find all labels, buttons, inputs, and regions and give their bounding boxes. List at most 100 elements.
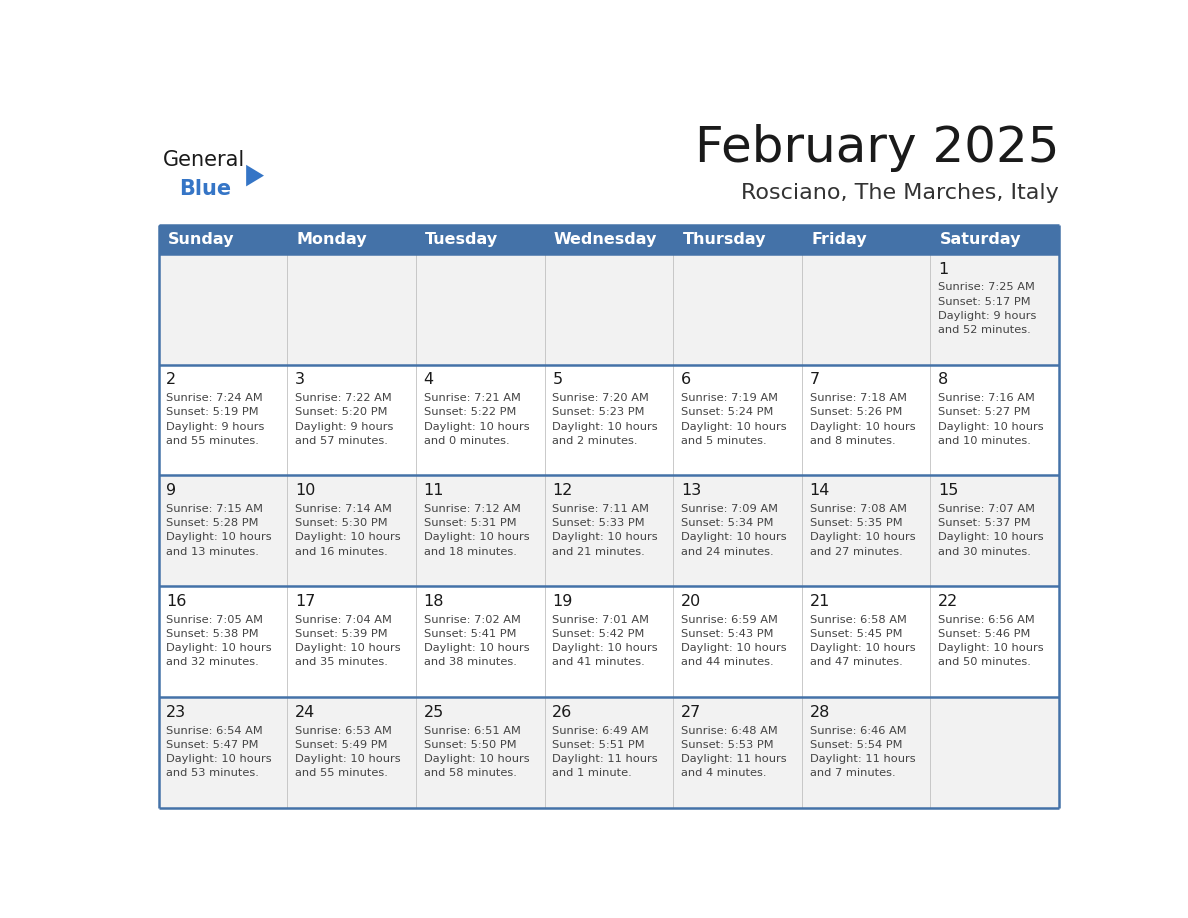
Text: 11: 11: [424, 483, 444, 498]
Text: 3: 3: [295, 373, 305, 387]
Text: Sunrise: 7:04 AM: Sunrise: 7:04 AM: [295, 615, 392, 625]
Text: Sunrise: 7:24 AM: Sunrise: 7:24 AM: [166, 393, 263, 403]
Text: Sunrise: 6:53 AM: Sunrise: 6:53 AM: [295, 725, 392, 735]
Text: Daylight: 10 hours: Daylight: 10 hours: [424, 532, 529, 543]
Text: and 8 minutes.: and 8 minutes.: [809, 436, 896, 446]
Text: Sunset: 5:27 PM: Sunset: 5:27 PM: [939, 408, 1031, 418]
Text: and 13 minutes.: and 13 minutes.: [166, 547, 259, 556]
Text: Sunrise: 7:09 AM: Sunrise: 7:09 AM: [681, 504, 778, 514]
Text: and 5 minutes.: and 5 minutes.: [681, 436, 766, 446]
Text: Tuesday: Tuesday: [425, 232, 498, 247]
Text: Daylight: 10 hours: Daylight: 10 hours: [939, 644, 1044, 654]
Text: Thursday: Thursday: [682, 232, 766, 247]
Text: and 18 minutes.: and 18 minutes.: [424, 547, 517, 556]
Text: and 32 minutes.: and 32 minutes.: [166, 657, 259, 667]
Text: 6: 6: [681, 373, 691, 387]
Text: 13: 13: [681, 483, 701, 498]
Text: Sunset: 5:46 PM: Sunset: 5:46 PM: [939, 629, 1031, 639]
Text: Sunset: 5:26 PM: Sunset: 5:26 PM: [809, 408, 902, 418]
Text: Daylight: 10 hours: Daylight: 10 hours: [809, 644, 915, 654]
Text: Sunrise: 7:18 AM: Sunrise: 7:18 AM: [809, 393, 906, 403]
Text: Daylight: 11 hours: Daylight: 11 hours: [681, 754, 786, 764]
Text: 26: 26: [552, 705, 573, 720]
Text: Sunset: 5:28 PM: Sunset: 5:28 PM: [166, 518, 259, 528]
Text: 24: 24: [295, 705, 315, 720]
Text: Daylight: 11 hours: Daylight: 11 hours: [809, 754, 915, 764]
Text: Sunrise: 7:19 AM: Sunrise: 7:19 AM: [681, 393, 778, 403]
Text: Daylight: 9 hours: Daylight: 9 hours: [166, 421, 265, 431]
Bar: [158, 476, 1060, 587]
Text: 4: 4: [424, 373, 434, 387]
Text: Sunset: 5:19 PM: Sunset: 5:19 PM: [166, 408, 259, 418]
Text: Daylight: 10 hours: Daylight: 10 hours: [939, 532, 1044, 543]
Text: Daylight: 10 hours: Daylight: 10 hours: [424, 754, 529, 764]
Text: Daylight: 10 hours: Daylight: 10 hours: [295, 532, 400, 543]
Text: Sunset: 5:34 PM: Sunset: 5:34 PM: [681, 518, 773, 528]
Text: Sunrise: 7:25 AM: Sunrise: 7:25 AM: [939, 283, 1035, 293]
Text: 9: 9: [166, 483, 177, 498]
Text: Sunset: 5:50 PM: Sunset: 5:50 PM: [424, 740, 517, 750]
Text: and 35 minutes.: and 35 minutes.: [295, 657, 387, 667]
Text: and 2 minutes.: and 2 minutes.: [552, 436, 638, 446]
Text: Sunday: Sunday: [168, 232, 234, 247]
Text: 23: 23: [166, 705, 187, 720]
Text: Monday: Monday: [297, 232, 367, 247]
Text: Saturday: Saturday: [940, 232, 1022, 247]
Text: Sunset: 5:39 PM: Sunset: 5:39 PM: [295, 629, 387, 639]
Text: Sunset: 5:38 PM: Sunset: 5:38 PM: [166, 629, 259, 639]
Text: Daylight: 10 hours: Daylight: 10 hours: [424, 421, 529, 431]
Bar: [158, 225, 1060, 254]
Text: Sunrise: 7:05 AM: Sunrise: 7:05 AM: [166, 615, 264, 625]
Text: and 57 minutes.: and 57 minutes.: [295, 436, 387, 446]
Text: Sunset: 5:41 PM: Sunset: 5:41 PM: [424, 629, 516, 639]
Text: Sunset: 5:51 PM: Sunset: 5:51 PM: [552, 740, 645, 750]
Text: Sunset: 5:49 PM: Sunset: 5:49 PM: [295, 740, 387, 750]
Text: Sunset: 5:43 PM: Sunset: 5:43 PM: [681, 629, 773, 639]
Text: and 21 minutes.: and 21 minutes.: [552, 547, 645, 556]
Bar: [158, 254, 1060, 364]
Text: Sunrise: 7:22 AM: Sunrise: 7:22 AM: [295, 393, 392, 403]
Text: 10: 10: [295, 483, 315, 498]
Text: Rosciano, The Marches, Italy: Rosciano, The Marches, Italy: [741, 184, 1060, 203]
Text: Daylight: 10 hours: Daylight: 10 hours: [166, 532, 272, 543]
Text: Sunrise: 6:54 AM: Sunrise: 6:54 AM: [166, 725, 263, 735]
Text: Daylight: 10 hours: Daylight: 10 hours: [681, 532, 786, 543]
Text: 21: 21: [809, 594, 830, 609]
Text: 1: 1: [939, 262, 948, 276]
Text: and 4 minutes.: and 4 minutes.: [681, 768, 766, 778]
Text: Sunset: 5:35 PM: Sunset: 5:35 PM: [809, 518, 902, 528]
Text: and 1 minute.: and 1 minute.: [552, 768, 632, 778]
Text: and 7 minutes.: and 7 minutes.: [809, 768, 896, 778]
Text: Sunrise: 7:07 AM: Sunrise: 7:07 AM: [939, 504, 1035, 514]
Bar: [158, 697, 1060, 808]
Text: Sunrise: 7:11 AM: Sunrise: 7:11 AM: [552, 504, 650, 514]
Text: Daylight: 10 hours: Daylight: 10 hours: [166, 754, 272, 764]
Text: and 52 minutes.: and 52 minutes.: [939, 325, 1031, 335]
Text: Sunset: 5:23 PM: Sunset: 5:23 PM: [552, 408, 645, 418]
Text: Sunset: 5:24 PM: Sunset: 5:24 PM: [681, 408, 773, 418]
Text: 7: 7: [809, 373, 820, 387]
Text: Daylight: 9 hours: Daylight: 9 hours: [295, 421, 393, 431]
Text: and 50 minutes.: and 50 minutes.: [939, 657, 1031, 667]
Text: and 10 minutes.: and 10 minutes.: [939, 436, 1031, 446]
Text: and 27 minutes.: and 27 minutes.: [809, 547, 903, 556]
Text: Daylight: 10 hours: Daylight: 10 hours: [681, 644, 786, 654]
Text: Sunrise: 7:01 AM: Sunrise: 7:01 AM: [552, 615, 650, 625]
Text: Sunset: 5:53 PM: Sunset: 5:53 PM: [681, 740, 773, 750]
Text: Daylight: 10 hours: Daylight: 10 hours: [295, 644, 400, 654]
Text: and 55 minutes.: and 55 minutes.: [166, 436, 259, 446]
Text: and 58 minutes.: and 58 minutes.: [424, 768, 517, 778]
Text: Sunset: 5:47 PM: Sunset: 5:47 PM: [166, 740, 259, 750]
Text: 16: 16: [166, 594, 187, 609]
Text: 25: 25: [424, 705, 444, 720]
Text: Sunset: 5:30 PM: Sunset: 5:30 PM: [295, 518, 387, 528]
Text: 19: 19: [552, 594, 573, 609]
Text: Sunrise: 7:02 AM: Sunrise: 7:02 AM: [424, 615, 520, 625]
Text: Sunrise: 6:49 AM: Sunrise: 6:49 AM: [552, 725, 649, 735]
Text: and 44 minutes.: and 44 minutes.: [681, 657, 773, 667]
Text: 8: 8: [939, 373, 948, 387]
Text: Sunrise: 6:59 AM: Sunrise: 6:59 AM: [681, 615, 778, 625]
Text: Daylight: 9 hours: Daylight: 9 hours: [939, 311, 1037, 321]
Text: 2: 2: [166, 373, 177, 387]
Text: 15: 15: [939, 483, 959, 498]
